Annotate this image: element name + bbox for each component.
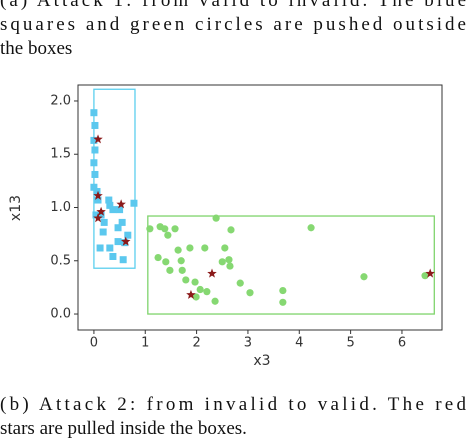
circle-point: [360, 273, 368, 281]
circle-point: [191, 278, 199, 286]
circle-point: [166, 266, 174, 274]
circle-point: [227, 226, 235, 234]
x-tick-label: 4: [295, 336, 303, 351]
square-point: [124, 231, 132, 239]
x-tick-label: 2: [192, 336, 200, 351]
star-point: [93, 190, 103, 200]
circle-point: [221, 244, 229, 252]
star-point: [207, 268, 217, 278]
circle-point: [226, 262, 234, 270]
square-point: [99, 228, 107, 236]
square-point: [92, 211, 100, 219]
square-point: [118, 218, 126, 226]
y-tick-label: 1.5: [50, 147, 71, 162]
circle-point: [196, 285, 204, 294]
circle-point: [162, 258, 170, 266]
caption-line: (a) Attack 1: from valid to invalid. The…: [0, 0, 466, 11]
caption-line: the boxes: [0, 38, 72, 59]
square-point: [106, 201, 114, 209]
star-point: [93, 134, 103, 144]
square-point: [96, 244, 104, 252]
circle-point: [146, 225, 154, 233]
square-point: [94, 196, 102, 204]
circle-point: [171, 225, 179, 233]
circle-point: [421, 272, 429, 280]
circle-point: [246, 289, 254, 297]
plot-frame: [77, 84, 443, 331]
circle-point: [225, 256, 233, 264]
circle-point: [307, 224, 315, 232]
square-point: [105, 196, 113, 204]
square-point: [114, 238, 122, 246]
y-tick-label: 0.5: [50, 253, 71, 268]
caption-line: stars are pulled inside the boxes.: [0, 418, 247, 439]
square-point: [114, 224, 122, 232]
circle-point: [201, 244, 209, 252]
square-point: [109, 206, 117, 214]
square-point: [90, 109, 98, 117]
circle-point: [161, 225, 169, 233]
square-point: [100, 218, 108, 226]
x-tick-label: 1: [141, 336, 149, 351]
square-point: [106, 244, 114, 252]
circle-point: [203, 288, 211, 296]
circle-point: [236, 279, 244, 287]
caption-line: squares and green circles are pushed out…: [0, 14, 466, 35]
star-point: [116, 199, 126, 209]
y-tick-label: 1.0: [50, 200, 71, 215]
y-axis-label: x13: [8, 195, 24, 221]
circle-point: [279, 286, 287, 295]
region-box: [147, 215, 435, 315]
circle-point: [211, 297, 219, 305]
square-point: [93, 188, 101, 196]
square-point: [130, 199, 138, 207]
x-tick-label: 3: [244, 336, 252, 351]
x-tick-label: 0: [90, 336, 98, 351]
circle-point: [182, 276, 190, 284]
square-point: [90, 159, 98, 167]
circle-point: [279, 298, 287, 306]
star-point: [425, 268, 435, 278]
circle-point: [164, 231, 172, 239]
circle-point: [212, 214, 220, 222]
circle-point: [192, 293, 200, 301]
x-tick-label: 5: [346, 336, 354, 351]
square-point: [119, 256, 127, 264]
circle-point: [186, 244, 194, 252]
star-point: [96, 206, 106, 216]
y-tick-label: 0.0: [50, 307, 71, 322]
circle-point: [174, 246, 182, 254]
square-point: [109, 253, 117, 260]
circle-point: [218, 258, 226, 266]
star-point: [93, 213, 103, 223]
y-tick-label: 2.0: [50, 93, 71, 108]
square-point: [116, 206, 124, 214]
caption-line: (b) Attack 2: from invalid to valid. The…: [0, 394, 467, 415]
star-point: [186, 289, 196, 299]
x-tick-label: 6: [398, 336, 406, 351]
region-box: [93, 88, 136, 269]
circle-point: [177, 257, 185, 265]
circle-point: [178, 266, 186, 274]
square-point: [91, 121, 99, 129]
square-point: [91, 146, 99, 154]
x-axis-label: x3: [253, 353, 270, 369]
square-point: [97, 211, 105, 219]
square-point: [90, 183, 98, 191]
square-point: [91, 170, 99, 178]
star-point: [120, 236, 131, 246]
square-point: [90, 136, 98, 144]
circle-point: [154, 253, 162, 262]
